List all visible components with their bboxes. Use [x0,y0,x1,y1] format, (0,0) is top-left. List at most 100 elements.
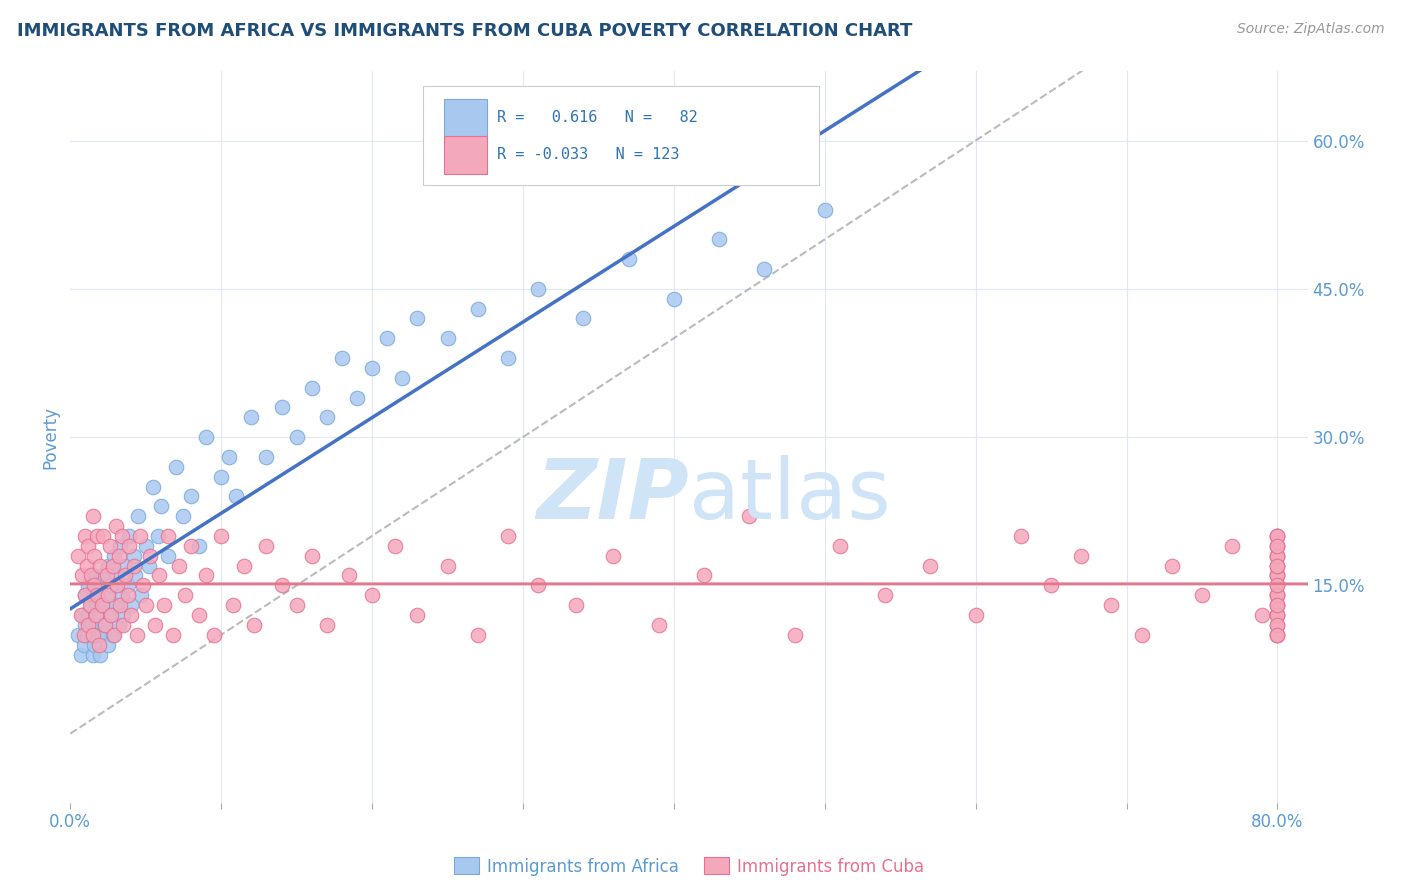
Point [75,618,97,632]
Point [209,469,232,483]
Point [1267,628,1289,642]
Point [225,489,247,503]
Point [346,391,368,405]
Point [94,618,117,632]
Point [97,588,120,602]
Point [1267,529,1289,543]
Point [384,539,406,553]
Point [240,410,263,425]
Point [157,549,180,563]
Point [1267,588,1289,602]
Point [1267,529,1289,543]
Point [104,519,127,533]
Point [1267,568,1289,582]
Point [1267,628,1289,642]
Point [1267,607,1289,622]
Point [70,648,93,662]
Point [315,410,337,425]
Point [105,578,128,592]
Point [1130,628,1153,642]
Point [76,628,98,642]
Point [1267,628,1289,642]
Point [93,598,115,612]
Point [172,509,194,524]
Text: R =   0.616   N =   82: R = 0.616 N = 82 [498,110,697,125]
Point [132,578,155,592]
Point [146,529,169,543]
Point [77,578,100,592]
Point [125,628,148,642]
Point [648,618,671,632]
Point [1267,598,1289,612]
Point [180,539,202,553]
Point [73,638,96,652]
Point [83,588,105,602]
Point [527,282,550,296]
Point [1267,578,1289,592]
Legend: Immigrants from Africa, Immigrants from Cuba: Immigrants from Africa, Immigrants from … [447,851,931,882]
Point [232,558,254,573]
Point [129,588,152,602]
Point [84,607,107,622]
Point [82,648,104,662]
Point [1267,578,1289,592]
Point [662,292,685,306]
Point [148,568,170,582]
Point [135,539,157,553]
Point [128,529,150,543]
Point [565,598,588,612]
Point [174,588,197,602]
Point [1267,598,1289,612]
Point [1267,558,1289,573]
Y-axis label: Poverty: Poverty [41,406,59,468]
Point [496,529,519,543]
Point [73,628,96,642]
Point [301,549,323,563]
Point [153,598,176,612]
Point [149,500,172,514]
Text: R = -0.033   N = 123: R = -0.033 N = 123 [498,146,679,161]
Point [120,607,142,622]
Point [754,262,776,277]
Point [87,607,110,622]
Point [75,588,97,602]
Point [1267,539,1289,553]
Point [97,638,120,652]
Point [256,450,278,464]
Point [100,578,122,592]
Point [84,618,107,632]
Point [122,549,145,563]
Point [120,598,142,612]
Point [1267,558,1289,573]
Point [101,628,124,642]
Point [187,539,209,553]
Point [738,509,761,524]
Point [77,607,100,622]
Point [93,529,115,543]
FancyBboxPatch shape [444,136,488,174]
Text: Source: ZipAtlas.com: Source: ZipAtlas.com [1237,22,1385,37]
Point [406,607,429,622]
Point [101,558,124,573]
Point [75,529,97,543]
Point [527,578,550,592]
Point [142,479,165,493]
Point [467,628,489,642]
Point [100,607,122,622]
Point [82,509,104,524]
Point [1267,588,1289,602]
Point [1267,558,1289,573]
Point [1267,549,1289,563]
Point [693,568,716,582]
Point [783,628,806,642]
Point [1267,588,1289,602]
Point [77,539,100,553]
Point [165,459,187,474]
Point [195,430,218,444]
Point [361,588,384,602]
Point [1267,549,1289,563]
Point [436,331,458,345]
Point [76,558,98,573]
Point [195,568,218,582]
Point [82,628,104,642]
